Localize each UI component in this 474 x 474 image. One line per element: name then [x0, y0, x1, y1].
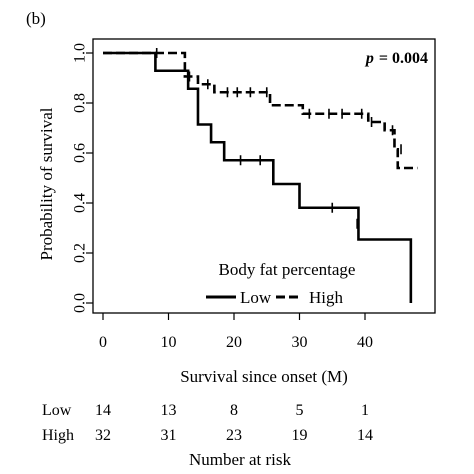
legend-title: Body fat percentage: [219, 260, 356, 279]
risk-row-label: High: [42, 427, 74, 444]
series-layer: [103, 48, 418, 303]
legend-label-low: Low: [240, 288, 272, 307]
y-axis: 0.0 0.2 0.4 0.6 0.8 1.0: [72, 43, 93, 313]
risk-count: 1: [361, 402, 369, 419]
y-tick-label: 0.2: [72, 243, 89, 263]
y-axis-label: Probability of survival: [37, 107, 56, 260]
series-line-high: [103, 51, 418, 170]
y-tick-label: 0.6: [72, 143, 89, 163]
x-axis: 0 10 20 30 40: [99, 313, 373, 351]
p-value-annotation: p = 0.004: [364, 50, 428, 67]
y-tick-label: 0.0: [72, 293, 89, 313]
risk-table-title: Number at risk: [189, 450, 291, 469]
y-tick-label: 0.4: [72, 193, 89, 213]
plot-frame: [92, 38, 436, 314]
legend-label-high: High: [309, 288, 344, 307]
risk-table: Low 14 13 8 5 1 High 32 31 23 19 14: [42, 402, 373, 444]
risk-count: 14: [357, 427, 373, 444]
risk-count: 32: [95, 427, 111, 444]
legend: Body fat percentage Low High: [206, 260, 355, 307]
x-tick-label: 40: [357, 334, 373, 351]
risk-count: 31: [161, 427, 177, 444]
risk-row-label: Low: [42, 402, 72, 419]
risk-count: 8: [230, 402, 238, 419]
x-axis-label: Survival since onset (M): [180, 367, 348, 386]
series-line-low: [103, 51, 413, 303]
x-tick-label: 0: [99, 334, 107, 351]
risk-count: 13: [161, 402, 177, 419]
risk-count: 14: [95, 402, 111, 419]
risk-count: 23: [226, 427, 242, 444]
x-tick-label: 10: [161, 334, 177, 351]
y-tick-label: 1.0: [72, 43, 89, 63]
x-tick-label: 30: [292, 334, 308, 351]
x-tick-label: 20: [226, 334, 242, 351]
risk-count: 19: [292, 427, 308, 444]
y-tick-label: 0.8: [72, 93, 89, 113]
panel-label: (b): [26, 9, 46, 28]
risk-count: 5: [296, 402, 304, 419]
